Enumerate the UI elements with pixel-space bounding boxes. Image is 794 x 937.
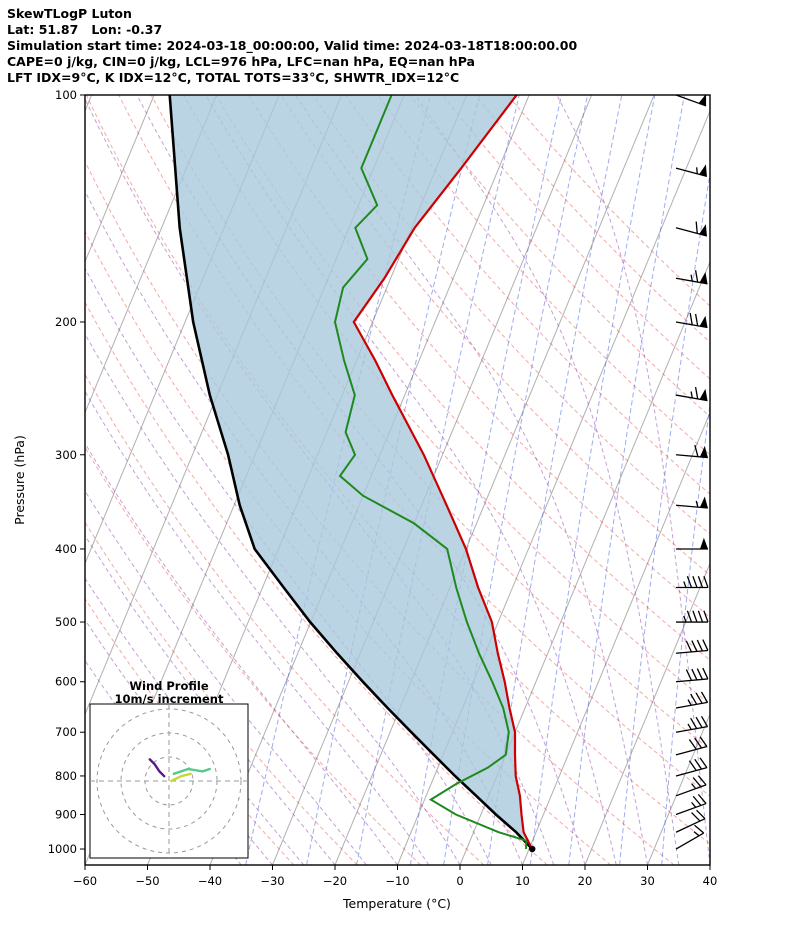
hodograph-trace-2: [170, 772, 192, 783]
svg-text:−20: −20: [323, 874, 347, 888]
hodograph-trace-0: [148, 758, 166, 778]
svg-text:0: 0: [456, 874, 463, 888]
plot-axes: −60 −50 −40 −30 −20 −10 0 10 20 30 40 100 200 300 400 5…: [48, 88, 718, 888]
svg-text:600: 600: [55, 675, 77, 689]
svg-text:20: 20: [578, 874, 593, 888]
y-axis-label: Pressure (hPa): [12, 435, 27, 525]
hodograph-title: Wind Profile: [129, 679, 209, 693]
svg-text:200: 200: [55, 315, 77, 329]
hodograph-inset: [89, 703, 249, 859]
svg-text:−50: −50: [135, 874, 159, 888]
svg-text:−30: −30: [260, 874, 284, 888]
header-info: SkewTLogP Luton Lat: 51.87 Lon: -0.37 Si…: [7, 6, 577, 86]
header-line-latlon: Lat: 51.87 Lon: -0.37: [7, 22, 163, 37]
x-axis-label: Temperature (°C): [342, 896, 451, 911]
svg-text:100: 100: [55, 88, 77, 102]
hodograph-subtitle: 10m/s increment: [115, 692, 224, 706]
svg-text:900: 900: [55, 808, 77, 822]
header-line-cape: CAPE=0 j/kg, CIN=0 j/kg, LCL=976 hPa, LF…: [7, 54, 475, 69]
svg-text:300: 300: [55, 448, 77, 462]
dewpoint-line: [333, 95, 528, 850]
svg-text:400: 400: [55, 542, 77, 556]
header-line-title: SkewTLogP Luton: [7, 6, 132, 21]
temperature-line: [352, 95, 534, 850]
svg-text:700: 700: [55, 725, 77, 739]
svg-text:−10: −10: [385, 874, 409, 888]
wind-barbs: [675, 93, 709, 850]
svg-text:500: 500: [55, 615, 77, 629]
hodograph-content: [90, 704, 248, 858]
header-line-times: Simulation start time: 2024-03-18_00:00:…: [7, 38, 578, 53]
svg-text:40: 40: [703, 874, 718, 888]
sounding-lines: [168, 95, 536, 853]
surface-marker: [529, 845, 536, 853]
svg-text:−40: −40: [198, 874, 222, 888]
cape-shading: [169, 95, 533, 849]
svg-text:−60: −60: [73, 874, 97, 888]
svg-text:1000: 1000: [48, 842, 77, 856]
parcel-line: [168, 95, 534, 850]
header-line-indices: LFT IDX=9°C, K IDX=12°C, TOTAL TOTS=33°C…: [7, 70, 460, 85]
svg-text:10: 10: [515, 874, 530, 888]
hodograph-trace-1: [172, 767, 211, 775]
axis-labels: Pressure (hPa) Temperature (°C) Wind Pro…: [12, 435, 451, 911]
svg-text:30: 30: [640, 874, 655, 888]
svg-text:800: 800: [55, 769, 77, 783]
